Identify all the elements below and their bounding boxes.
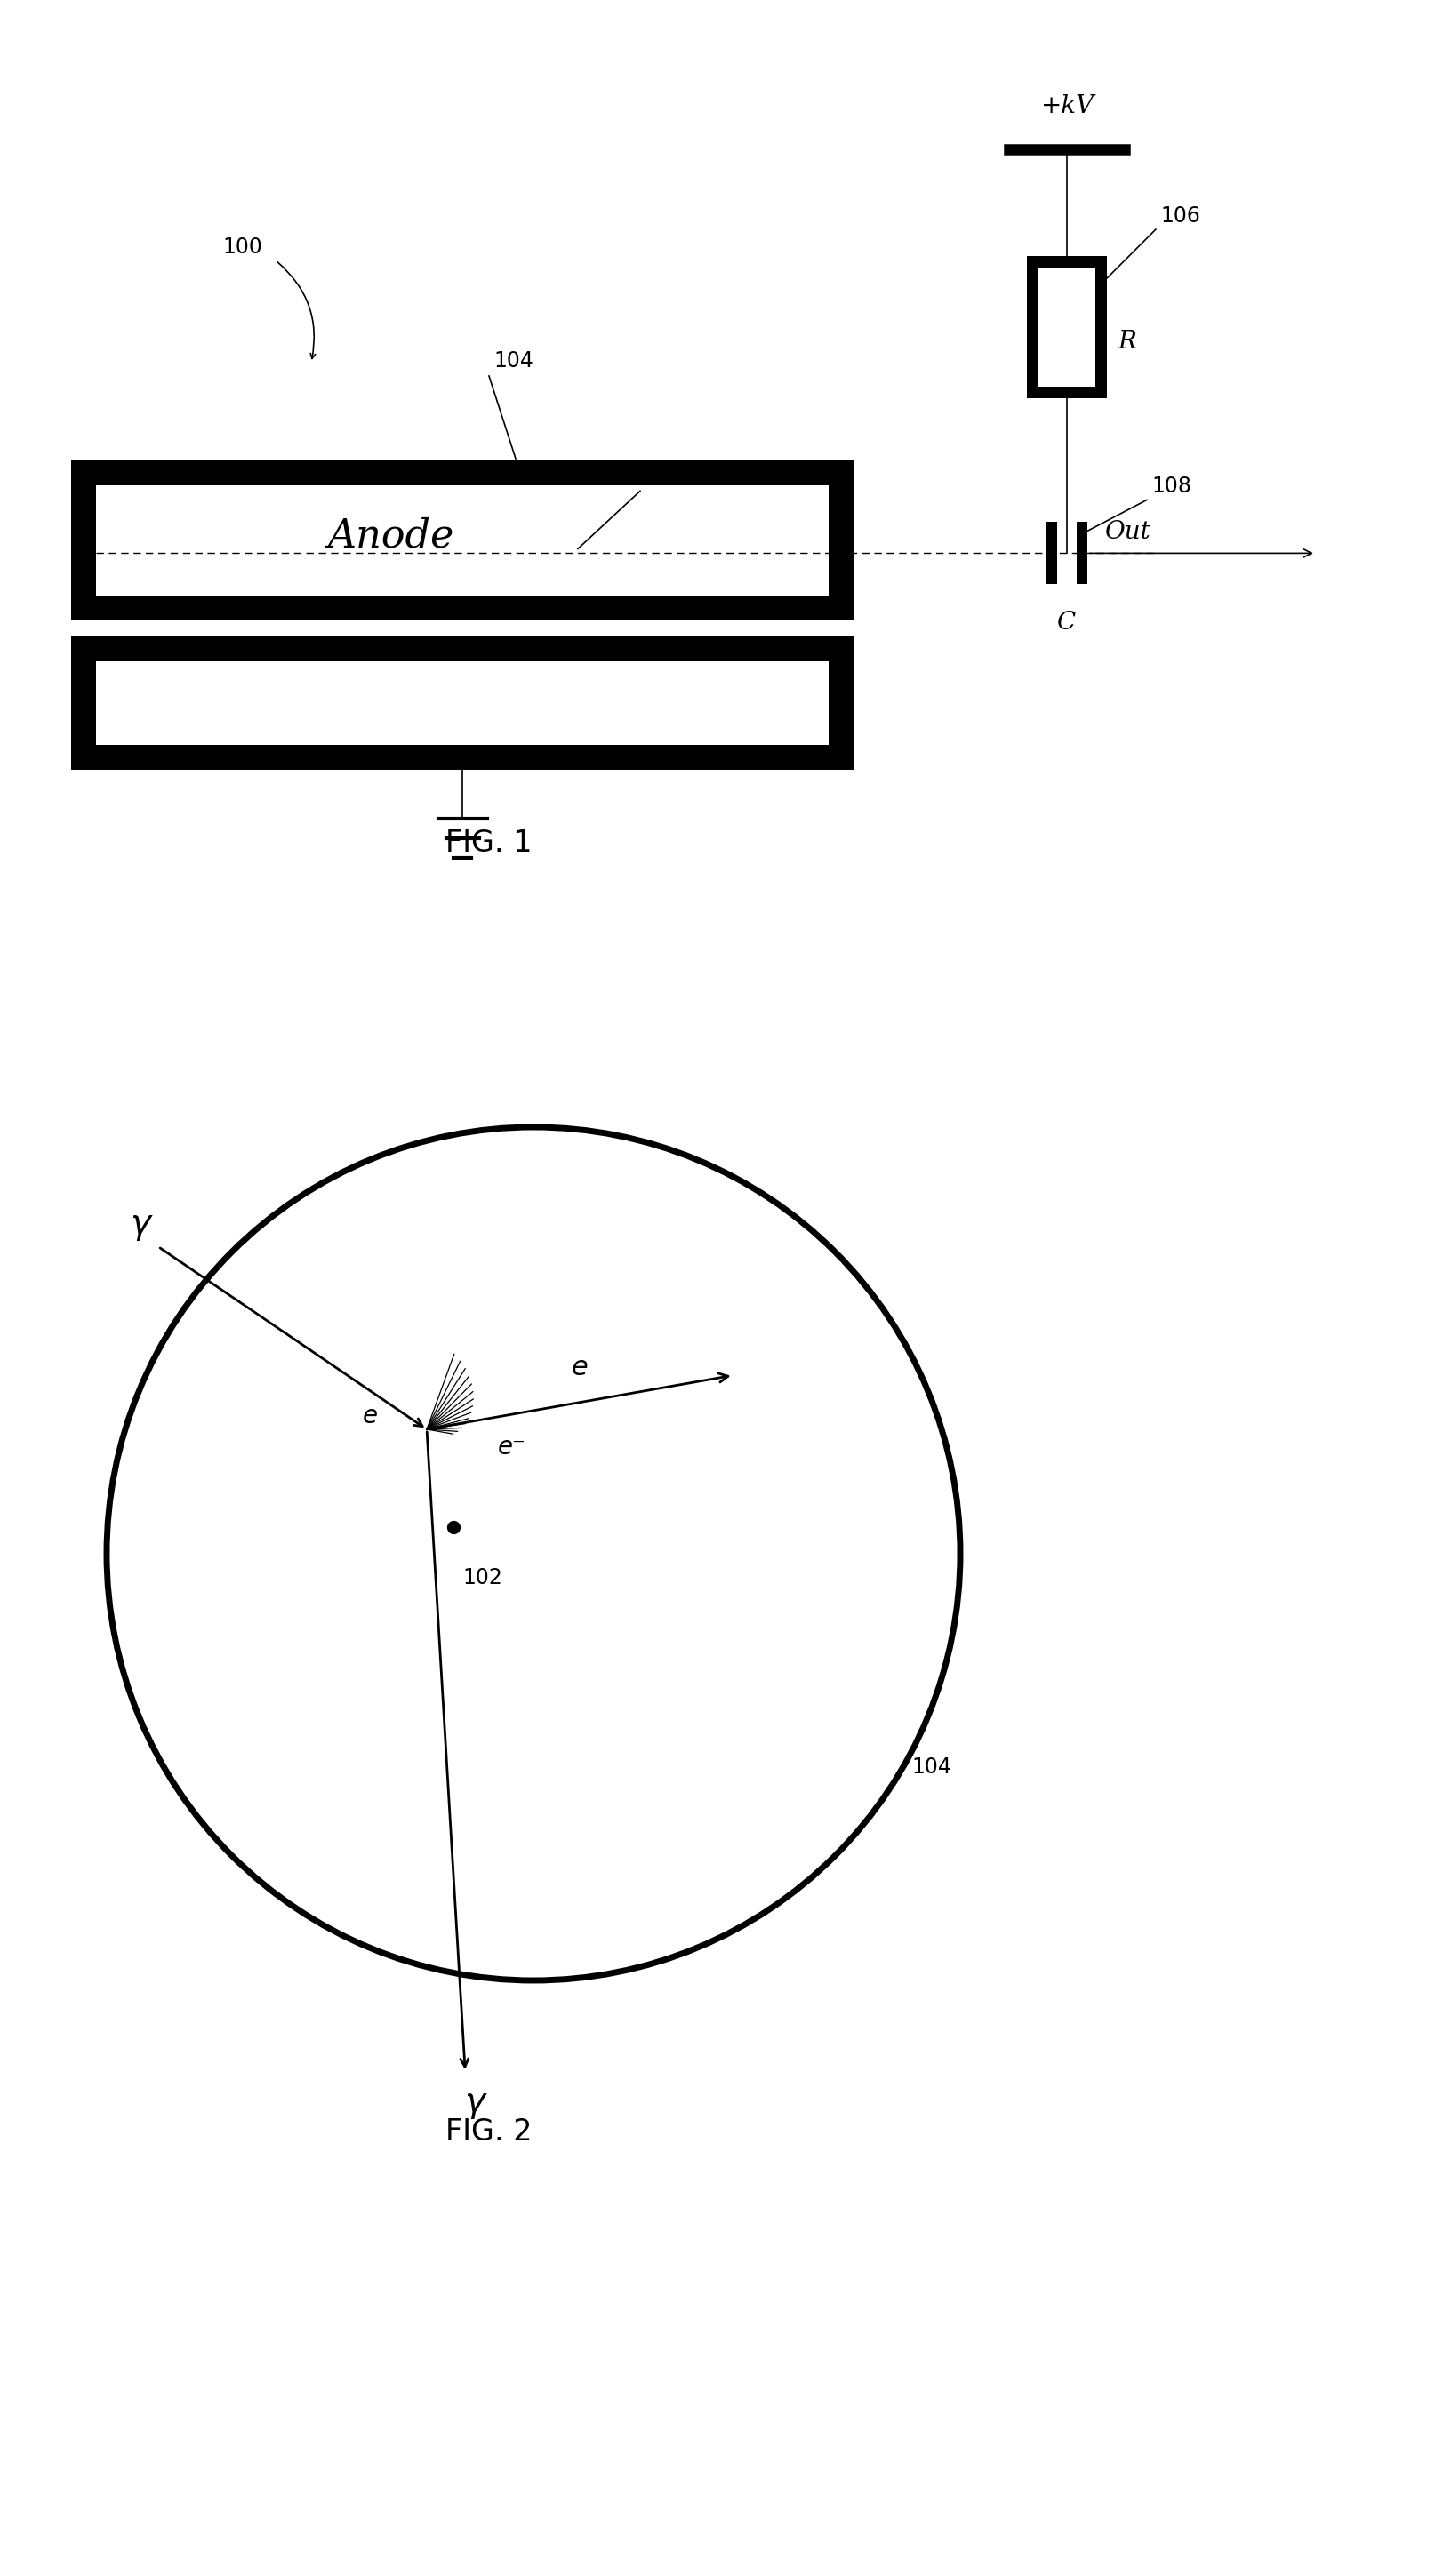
Bar [1027, 255, 1107, 399]
Bar [71, 595, 853, 621]
Bar [1046, 523, 1058, 585]
Bar [97, 662, 828, 744]
Bar [71, 461, 853, 484]
Bar [71, 744, 853, 770]
FancyArrowPatch shape [277, 263, 316, 358]
Bar [71, 461, 97, 621]
Text: e: e [362, 1404, 378, 1430]
Text: 100: 100 [222, 237, 263, 258]
Bar [828, 636, 853, 770]
Text: R: R [1117, 330, 1136, 353]
Text: Out: Out [1105, 520, 1152, 544]
Text: 102: 102 [645, 464, 684, 484]
Bar [71, 636, 853, 662]
Text: 106: 106 [1160, 206, 1201, 227]
Text: Anode: Anode [328, 518, 455, 556]
Text: +kV: +kV [1040, 95, 1094, 118]
Bar [1039, 268, 1095, 386]
Text: 108: 108 [1152, 477, 1192, 497]
Text: e⁻: e⁻ [498, 1435, 527, 1461]
Text: 104: 104 [494, 350, 534, 371]
Text: e: e [571, 1355, 589, 1381]
Bar [71, 636, 97, 770]
Text: γ: γ [463, 2087, 485, 2120]
Text: γ: γ [130, 1208, 150, 1242]
Text: C: C [1058, 611, 1076, 636]
Bar [828, 461, 853, 621]
Text: FIG. 1: FIG. 1 [446, 827, 532, 858]
Bar [1076, 523, 1088, 585]
Text: 102: 102 [462, 1566, 502, 1589]
Bar [97, 484, 828, 595]
Text: FIG. 2: FIG. 2 [446, 2117, 532, 2146]
Text: 104: 104 [912, 1757, 952, 1777]
